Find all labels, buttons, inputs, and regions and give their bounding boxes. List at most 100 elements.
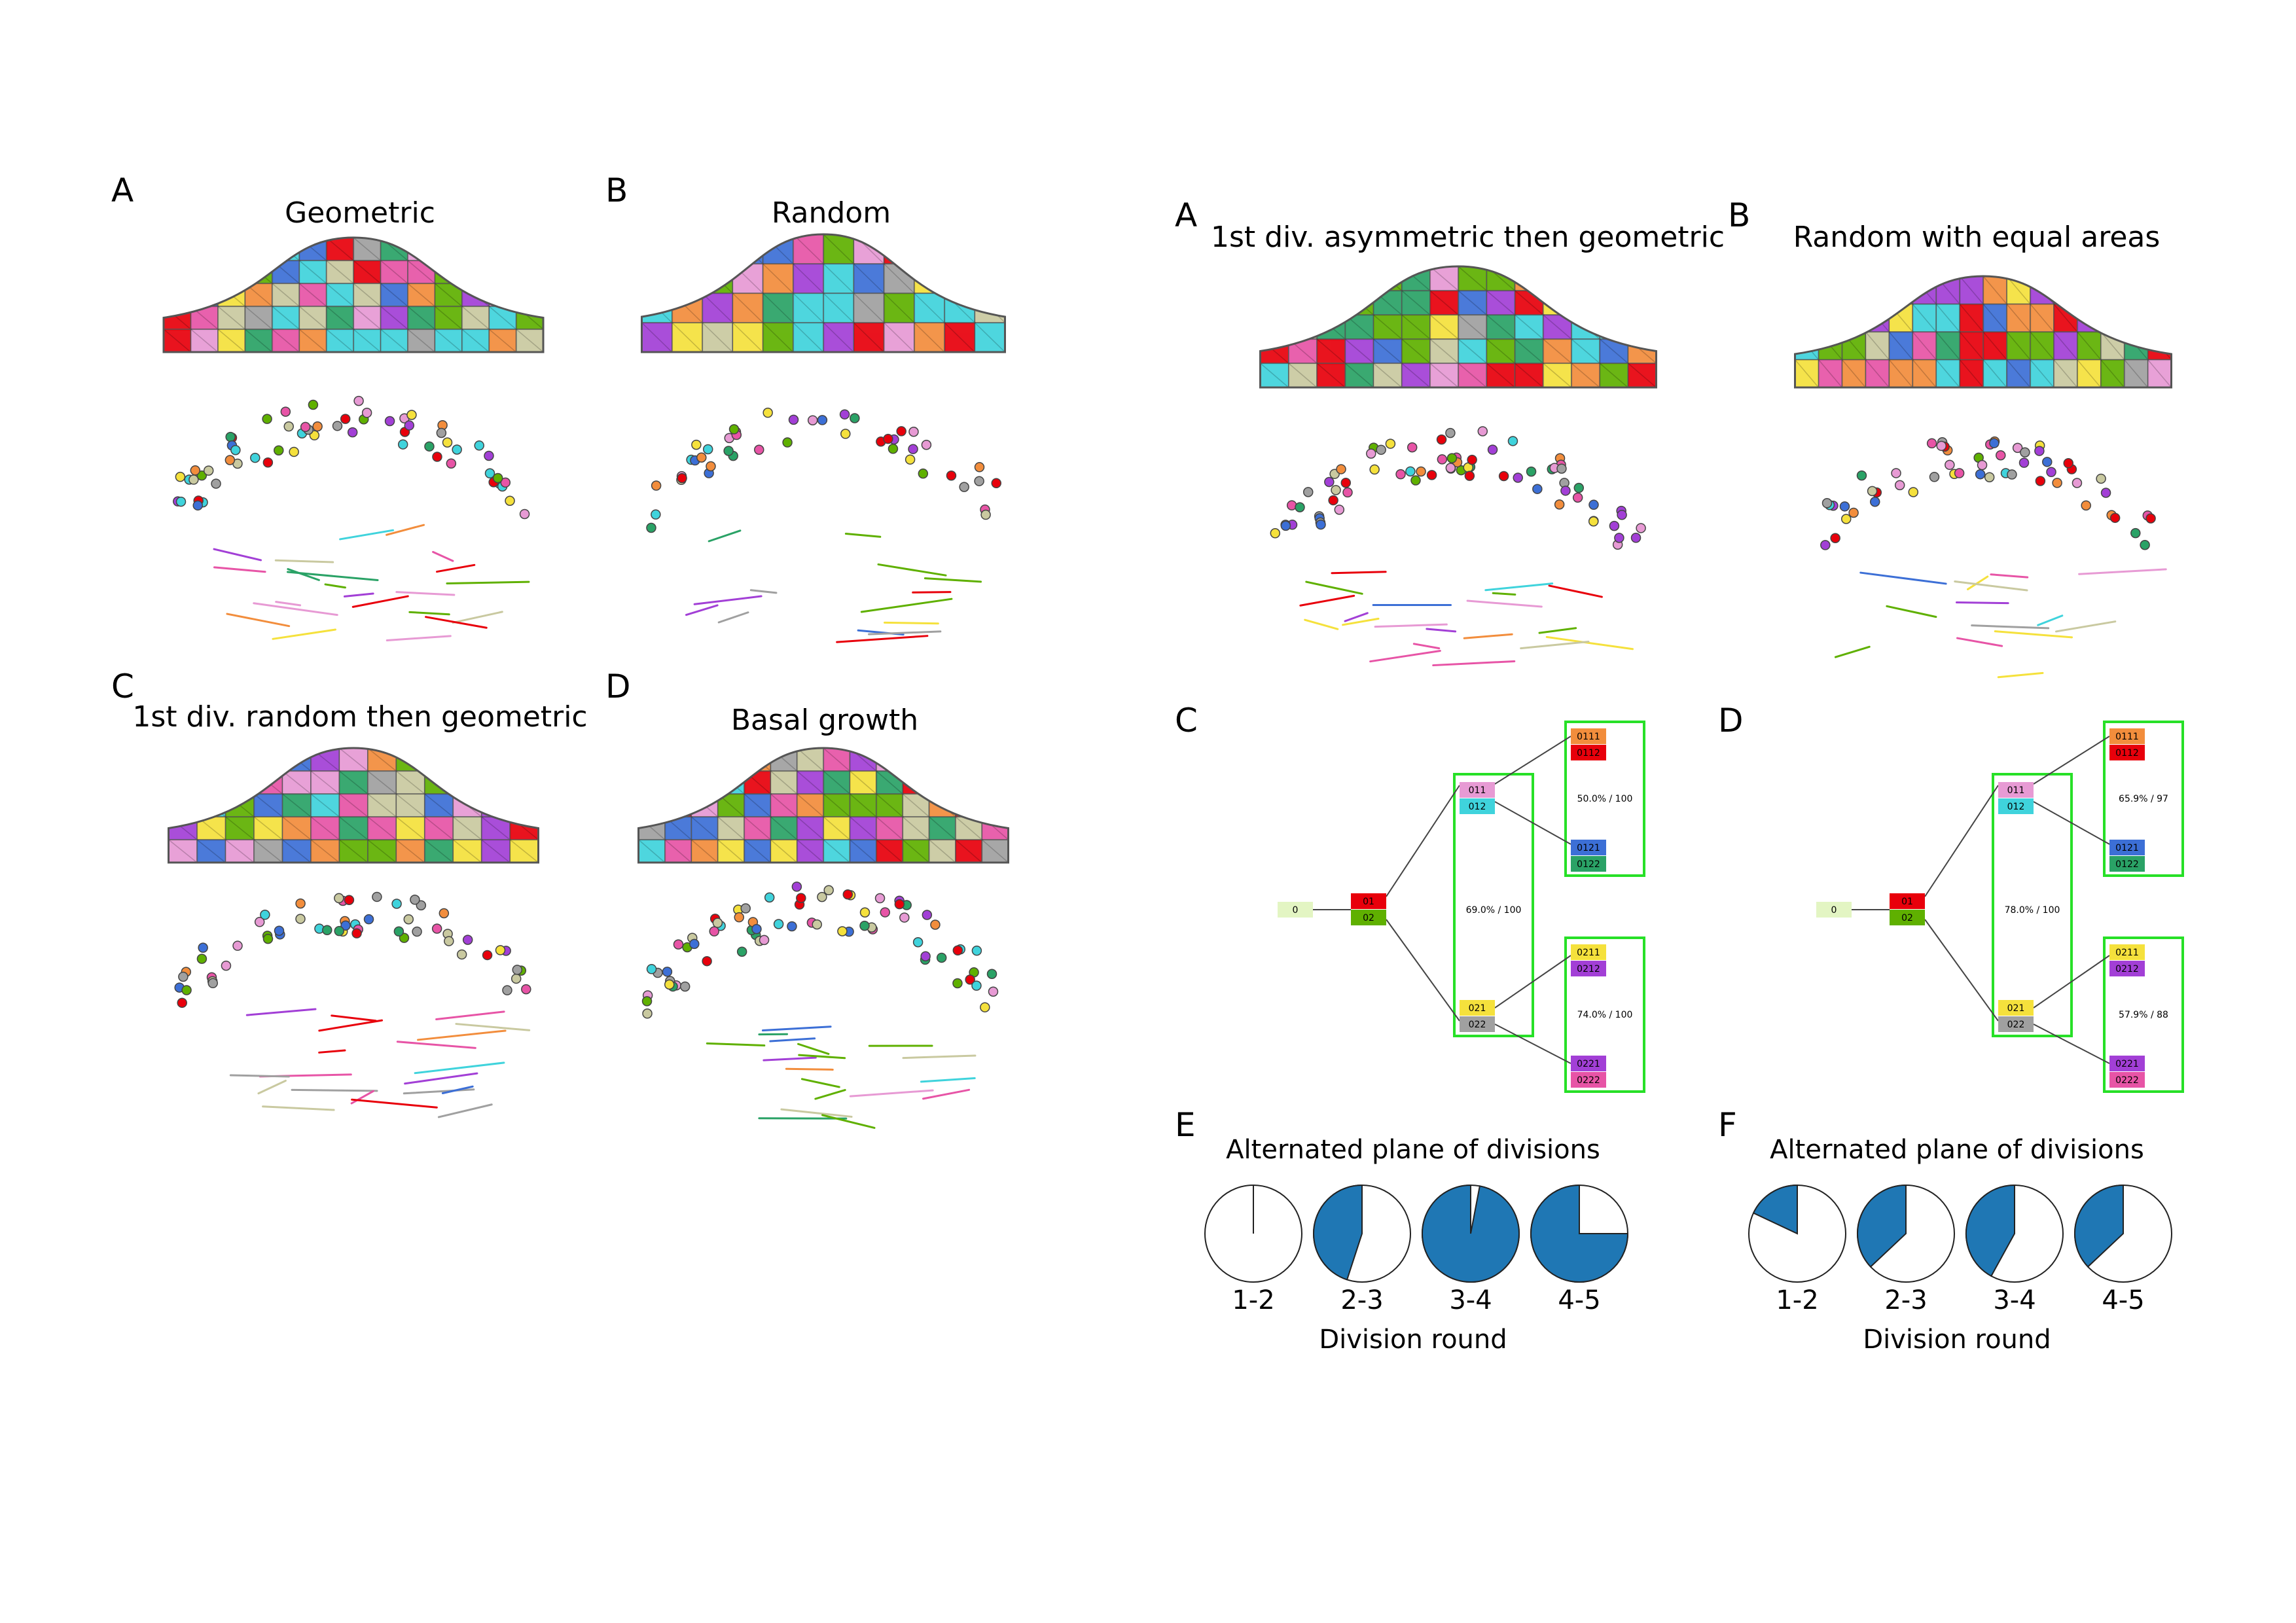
pie-category-label: 4-5 — [1558, 1285, 1600, 1315]
tissue-cell — [744, 839, 772, 863]
tissue-cell — [793, 263, 825, 294]
cell-shading — [244, 238, 273, 261]
cell-shading — [853, 293, 885, 323]
cell-shading — [1571, 290, 1600, 315]
tissue-cell — [217, 238, 247, 262]
cell-centroid-dot — [1487, 444, 1498, 455]
tree-node-0121 — [2109, 840, 2145, 855]
division-plane-segment — [1859, 571, 1947, 585]
cell-centroid-dot — [1856, 470, 1867, 481]
cluster-box — [1564, 721, 1645, 877]
cell-centroid-dot — [431, 923, 442, 934]
cell-centroid-dot — [702, 955, 712, 967]
tissue-cell — [955, 793, 983, 818]
cell-shading — [1865, 276, 1890, 304]
tree-node-0112 — [2109, 745, 2145, 760]
cell-centroid-dot — [709, 926, 719, 936]
division-plane-segment — [318, 1049, 346, 1054]
cell-shading — [2077, 276, 2102, 304]
cell-shading — [281, 839, 312, 863]
division-plane-segment — [446, 580, 530, 584]
cell-centroid-dot — [971, 980, 982, 991]
cell-shading — [1935, 304, 1960, 332]
tissue-cell — [298, 260, 328, 285]
tissue-cell — [875, 793, 904, 818]
tissue-cell — [2147, 303, 2172, 333]
tissue-cell — [168, 770, 198, 795]
division-plane-segment — [761, 1026, 832, 1031]
tissue-cell — [1372, 363, 1403, 387]
cell-centroid-dot — [280, 406, 291, 417]
cell-shading — [1935, 359, 1960, 387]
division-plane-segment — [213, 548, 262, 562]
cell-centroid-dot — [823, 885, 834, 895]
cell-centroid-dot — [839, 409, 850, 419]
cell-shading — [744, 748, 771, 772]
division-plane-segment — [436, 563, 476, 573]
cell-centroid-dot — [399, 933, 410, 943]
cell-shading — [488, 306, 517, 330]
division-plane-segment — [1492, 592, 1516, 596]
tissue-cell — [672, 234, 704, 265]
cell-shading — [823, 234, 854, 264]
cell-shading — [849, 816, 877, 840]
cell-shading — [1514, 290, 1544, 315]
cell-shading — [1627, 363, 1657, 387]
cell-shading — [914, 322, 945, 352]
division-plane-segment — [1426, 628, 1457, 633]
tissue-cell — [1514, 266, 1545, 292]
cell-shading — [1401, 314, 1431, 340]
cell-centroid-dot — [736, 946, 747, 957]
cell-centroid-dot — [224, 455, 236, 465]
cell-shading — [928, 816, 956, 840]
cell-shading — [1372, 314, 1403, 340]
cell-shading — [338, 770, 368, 794]
tree-annotation-top: 65.9% / 97 — [2119, 794, 2168, 804]
cell-shading — [395, 816, 425, 840]
division-plane-segment — [441, 1085, 474, 1095]
panel-title-left-c: 1st div. random then geometric — [132, 700, 588, 734]
tissue-cell — [253, 748, 284, 772]
tissue-cell — [434, 260, 463, 285]
cell-centroid-dot — [646, 522, 656, 533]
tissue-cell — [1458, 314, 1488, 340]
cell-shading — [1316, 266, 1346, 291]
division-plane-segment — [425, 616, 488, 629]
cell-shading — [1316, 338, 1346, 364]
segments-right-a — [1299, 571, 1634, 667]
cell-centroid-dot — [1464, 471, 1475, 481]
tissue-cell — [823, 793, 852, 818]
cell-centroid-dot — [1340, 477, 1352, 488]
cell-shading — [434, 306, 463, 330]
cell-centroid-dot — [837, 926, 848, 936]
cell-shading — [902, 793, 929, 817]
cell-centroid-dot — [289, 446, 299, 457]
cell-centroid-dot — [439, 908, 450, 919]
cell-shading — [281, 770, 312, 794]
tissue-cell — [1982, 331, 2008, 361]
tree-node-0211-label: 0211 — [2115, 948, 2139, 958]
tissue-cell — [509, 748, 539, 772]
cell-centroid-dot — [312, 421, 323, 432]
tissue-cell — [638, 770, 666, 795]
cell-centroid-dot — [492, 473, 503, 484]
cell-centroid-dot — [1526, 466, 1537, 477]
cell-centroid-dot — [1609, 520, 1620, 531]
dome-outline — [1259, 265, 1657, 389]
cell-shading — [452, 816, 482, 840]
tissue-cell — [452, 748, 483, 772]
division-plane-segment — [922, 1088, 971, 1100]
pie-category-label: 1-2 — [1776, 1285, 1818, 1315]
division-plane-segment — [902, 1054, 977, 1060]
cell-centroid-dot — [1954, 468, 1965, 478]
division-plane-segment — [324, 583, 346, 589]
tree-node-01 — [1351, 893, 1386, 909]
tissue-cell — [1316, 363, 1346, 387]
division-plane-segment — [762, 1056, 817, 1061]
cell-centroid-dot — [1984, 472, 1995, 482]
cell-centroid-dot — [1617, 510, 1627, 520]
tissue-dome-left-c — [168, 747, 539, 864]
segments-left-d — [706, 1026, 977, 1129]
tissue-cell — [298, 283, 328, 308]
tissue-cell — [823, 263, 855, 294]
